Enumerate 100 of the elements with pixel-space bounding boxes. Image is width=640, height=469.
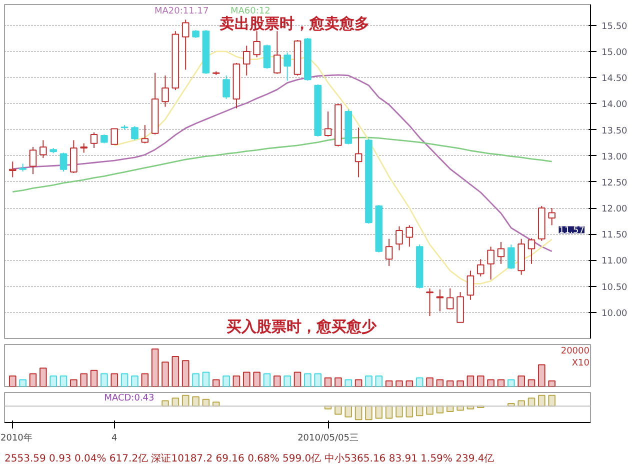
candlestick xyxy=(182,19,190,70)
bar xyxy=(8,376,16,386)
bar xyxy=(274,376,281,386)
y-tick-label: 14.50 xyxy=(602,74,628,84)
y-tick-label: 13.00 xyxy=(602,152,628,162)
candlestick xyxy=(548,208,556,226)
y-tick-label: 11.50 xyxy=(602,230,628,241)
candlestick xyxy=(396,226,403,251)
bar xyxy=(304,373,312,386)
bar xyxy=(487,379,494,386)
text: 11.57 xyxy=(558,226,584,236)
bar xyxy=(100,373,108,386)
bar xyxy=(172,356,180,386)
candlestick xyxy=(40,140,47,158)
bar xyxy=(334,377,342,386)
bar xyxy=(365,376,372,386)
candlestick xyxy=(406,224,414,248)
bar xyxy=(548,380,556,386)
bar xyxy=(385,380,393,386)
bar xyxy=(456,380,464,386)
candlestick xyxy=(487,246,494,280)
bar xyxy=(60,376,68,386)
bar xyxy=(120,373,128,386)
bar xyxy=(416,377,424,386)
bar xyxy=(182,360,190,386)
bar xyxy=(162,362,169,386)
x-tick-label: 2010/05/05三 xyxy=(298,434,358,444)
bar xyxy=(406,380,414,386)
candlestick xyxy=(274,30,281,74)
bar xyxy=(80,373,88,386)
bar xyxy=(110,373,118,386)
candlestick xyxy=(131,126,138,141)
text: MA60:12 xyxy=(230,6,270,16)
text: X10 xyxy=(572,358,590,368)
candlestick xyxy=(60,152,68,172)
candlestick xyxy=(8,161,16,178)
bar xyxy=(446,380,454,386)
bar xyxy=(29,373,37,386)
candlestick xyxy=(90,132,98,149)
candlestick xyxy=(385,238,393,266)
candlestick xyxy=(141,124,149,144)
bar xyxy=(284,376,291,386)
y-tick-label: 10.50 xyxy=(602,282,628,293)
candlestick xyxy=(110,128,118,145)
bar xyxy=(528,379,536,386)
candlestick xyxy=(446,288,454,310)
candlestick xyxy=(253,30,260,58)
y-tick-label: 15.00 xyxy=(602,48,628,58)
annotation: 买入股票时，愈买愈少 xyxy=(226,318,378,336)
bar xyxy=(242,372,250,386)
bar xyxy=(19,379,26,386)
bar xyxy=(40,368,47,386)
candlestick xyxy=(162,74,169,108)
y-tick-label: 12.00 xyxy=(602,204,628,215)
bar xyxy=(141,373,149,386)
candlestick xyxy=(80,142,88,154)
bar xyxy=(50,376,57,386)
y-tick-label: 11.00 xyxy=(602,256,628,267)
candlestick xyxy=(528,238,536,264)
x-tick-label: 2010年 xyxy=(0,432,32,444)
bar xyxy=(476,376,484,386)
text: 20000 xyxy=(560,346,590,356)
bar xyxy=(354,379,362,386)
bar xyxy=(538,364,546,386)
bar xyxy=(263,373,271,386)
bar xyxy=(497,379,505,386)
bar xyxy=(375,376,383,386)
bar xyxy=(70,379,78,386)
candlestick xyxy=(263,44,271,70)
bar xyxy=(518,376,525,386)
bar xyxy=(314,373,322,386)
bar xyxy=(426,377,434,386)
y-tick-label: 13.50 xyxy=(602,126,628,136)
bar xyxy=(192,373,200,386)
bar xyxy=(396,380,403,386)
candlestick xyxy=(284,52,291,82)
candlestick xyxy=(466,270,474,300)
candlestick xyxy=(507,244,515,270)
bar xyxy=(436,379,444,386)
bar xyxy=(202,372,210,386)
bar xyxy=(324,377,332,386)
candlestick xyxy=(354,127,362,178)
candlestick xyxy=(436,288,444,312)
candlestick xyxy=(426,288,434,317)
bar xyxy=(131,376,138,386)
bar xyxy=(344,379,352,386)
bar xyxy=(212,379,220,386)
bar xyxy=(90,370,98,386)
bar xyxy=(151,348,159,386)
candlestick xyxy=(324,110,332,138)
annotation: 卖出股票时，愈卖愈多 xyxy=(220,14,370,32)
text: 2553.59 0.93 0.04% 617.2亿 深证10187.2 69.16 0.68% 599.0亿 中小5365.16 83.91 1.59% 239.4亿 xyxy=(4,452,494,464)
bar xyxy=(232,376,240,386)
text: MA20:11.17 xyxy=(154,6,209,16)
candlestick xyxy=(497,241,505,264)
y-tick-label: 10.00 xyxy=(602,308,628,319)
candlestick xyxy=(29,146,37,175)
candlestick xyxy=(242,45,250,76)
bar xyxy=(222,376,230,386)
y-tick-label: 12.50 xyxy=(602,178,628,188)
